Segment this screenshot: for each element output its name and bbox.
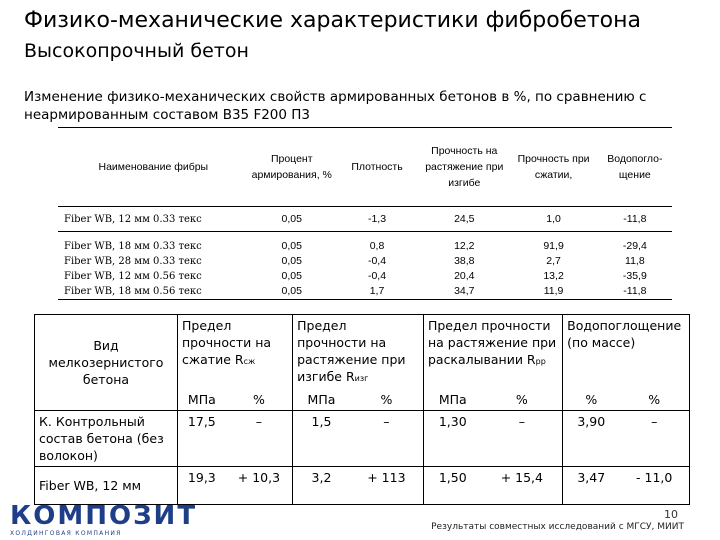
tensile-cell: 34,7	[419, 284, 510, 300]
value-cell: –	[349, 410, 424, 467]
table-row: К. Контрольный состав бетона (без волоко…	[34, 410, 691, 467]
absorption-cell: -35,9	[622, 270, 647, 282]
density-cell: -0,4	[367, 255, 387, 267]
fiber-name-cell: Fiber WB, 18 мм 0.56 текс	[58, 284, 249, 300]
value-cell: –	[619, 410, 691, 467]
value-cell: –	[225, 410, 294, 467]
header-density: Плотность	[351, 161, 403, 173]
value-cell: + 113	[349, 466, 424, 505]
unit-cell: %	[562, 389, 620, 411]
value-cell: + 10,3	[225, 466, 294, 505]
fiber-name-cell: Fiber WB, 12 мм 0.33 текс	[58, 206, 249, 232]
fiber-name-cell: Fiber WB, 12 мм 0.56 текс	[64, 271, 202, 282]
compression-cell: 1,0	[509, 206, 598, 232]
spacer-cell	[58, 232, 672, 240]
header-compression-strength: Прочность при сжатии,	[517, 153, 590, 181]
table-row: Fiber WB, 12 мм 19,3 + 10,3 3,2 + 113 1,…	[34, 466, 691, 505]
value-cell: 19,3	[176, 466, 226, 505]
table-row: Fiber WB, 28 мм 0.33 текс 0,05 -0,4 38,8…	[58, 254, 672, 269]
compression-cell: 91,9	[543, 240, 564, 252]
table-header-row: Наименование фибры Процент армирования, …	[58, 127, 672, 207]
header-water-absorption: Водопогло- щение	[607, 153, 663, 181]
fiber-name-cell: Fiber WB, 18 мм 0.33 текс	[64, 241, 202, 252]
page-number: 10	[664, 508, 678, 521]
value-cell: - 11,0	[619, 466, 691, 505]
tensile-cell: 38,8	[454, 255, 475, 267]
header-compression-subscript: сж	[243, 357, 256, 366]
table-description: Изменение физико-механических свойств ар…	[24, 89, 647, 123]
header-tensile-strength: Прочность на растяжение при изгибе	[425, 145, 504, 189]
table-row: Fiber WB, 12 мм 0.33 текс 0,05 -1,3 24,5…	[58, 206, 672, 232]
logo-wordmark: КОМПОЗИТ	[10, 501, 198, 531]
density-cell: -0,4	[367, 270, 387, 282]
header-reinforcement-percent: Процент армирования, %	[251, 153, 332, 181]
header-compression-text: Предел прочности на сжатие R	[182, 318, 272, 367]
compression-cell: 2,7	[546, 255, 561, 267]
tensile-cell: 20,4	[454, 270, 475, 282]
value-cell: 1,5	[292, 410, 350, 467]
concrete-type-cell: Fiber WB, 12 мм	[34, 466, 178, 505]
percent-cell: 0,05	[248, 284, 335, 300]
compression-cell: 11,9	[509, 284, 598, 300]
percent-cell: 0,05	[281, 255, 302, 267]
table-header-row: Вид мелкозернистого бетона Предел прочно…	[34, 314, 690, 411]
unit-cell: МПа	[292, 389, 350, 411]
properties-change-table: Наименование фибры Процент армирования, …	[58, 127, 672, 300]
footer-note: Результаты совместных исследований с МГС…	[431, 522, 684, 532]
percent-cell: 0,05	[248, 206, 335, 232]
value-cell: 1,30	[422, 410, 482, 467]
logo-tagline: ХОЛДИНГОВАЯ КОМПАНИЯ	[10, 530, 122, 537]
page-title: Физико-механические характеристики фибро…	[24, 8, 641, 33]
header-splitting-limit: Предел прочности на растяжение при раска…	[422, 314, 564, 389]
absorption-cell: -29,4	[622, 240, 647, 252]
table-row: Fiber WB, 18 мм 0.33 текс 0,05 0,8 12,2 …	[58, 239, 672, 254]
header-splitting-text: Предел прочности на растяжение при раска…	[427, 318, 557, 367]
header-concrete-type: Вид мелкозернистого бетона	[34, 314, 178, 411]
absorption-cell: -11,8	[597, 284, 672, 300]
absorption-cell: 11,8	[625, 255, 645, 267]
unit-cell: %	[225, 389, 294, 411]
header-bending-subscript: изг	[354, 374, 369, 383]
density-cell: 1,7	[334, 284, 420, 300]
tensile-cell: 24,5	[419, 206, 510, 232]
compression-cell: 13,2	[543, 270, 564, 282]
value-cell: + 15,4	[481, 466, 564, 505]
unit-cell: %	[619, 389, 691, 411]
value-cell: –	[481, 410, 564, 467]
value-cell: 3,47	[562, 466, 620, 505]
density-cell: 0,8	[369, 240, 385, 252]
value-cell: 3,2	[292, 466, 350, 505]
concrete-type-cell: К. Контрольный состав бетона (без волоко…	[34, 410, 178, 467]
unit-cell: %	[481, 389, 564, 411]
value-cell: 17,5	[176, 410, 226, 467]
page-subtitle: Высокопрочный бетон	[24, 40, 249, 62]
header-bending-limit: Предел прочности на растяжение при изгиб…	[292, 314, 424, 389]
strength-comparison-table: Вид мелкозернистого бетона Предел прочно…	[34, 314, 691, 505]
header-fiber-name: Наименование фибры	[98, 161, 209, 173]
tensile-cell: 12,2	[454, 240, 475, 252]
table-row: Fiber WB, 18 мм 0.56 текс 0,05 1,7 34,7 …	[58, 284, 672, 300]
percent-cell: 0,05	[281, 270, 302, 282]
unit-cell: МПа	[422, 389, 482, 411]
header-water-absorption-mass: Водопоглощение (по массе)	[562, 314, 690, 389]
header-bending-text: Предел прочности на растяжение при изгиб…	[297, 318, 406, 384]
value-cell: 1,50	[422, 466, 482, 505]
unit-cell: %	[349, 389, 424, 411]
unit-cell: МПа	[176, 389, 226, 411]
header-splitting-subscript: рр	[535, 357, 546, 366]
header-compression-limit: Предел прочности на сжатие Rсж	[176, 314, 294, 389]
table-row: Fiber WB, 12 мм 0.56 текс 0,05 -0,4 20,4…	[58, 269, 672, 284]
value-cell: 3,90	[562, 410, 620, 467]
fiber-name-cell: Fiber WB, 28 мм 0.33 текс	[64, 256, 202, 267]
table-spacer-row	[58, 232, 672, 240]
percent-cell: 0,05	[281, 240, 302, 252]
absorption-cell: -11,8	[597, 206, 672, 232]
company-logo: КОМПОЗИТ ХОЛДИНГОВАЯ КОМПАНИЯ	[10, 501, 198, 537]
density-cell: -1,3	[334, 206, 420, 232]
